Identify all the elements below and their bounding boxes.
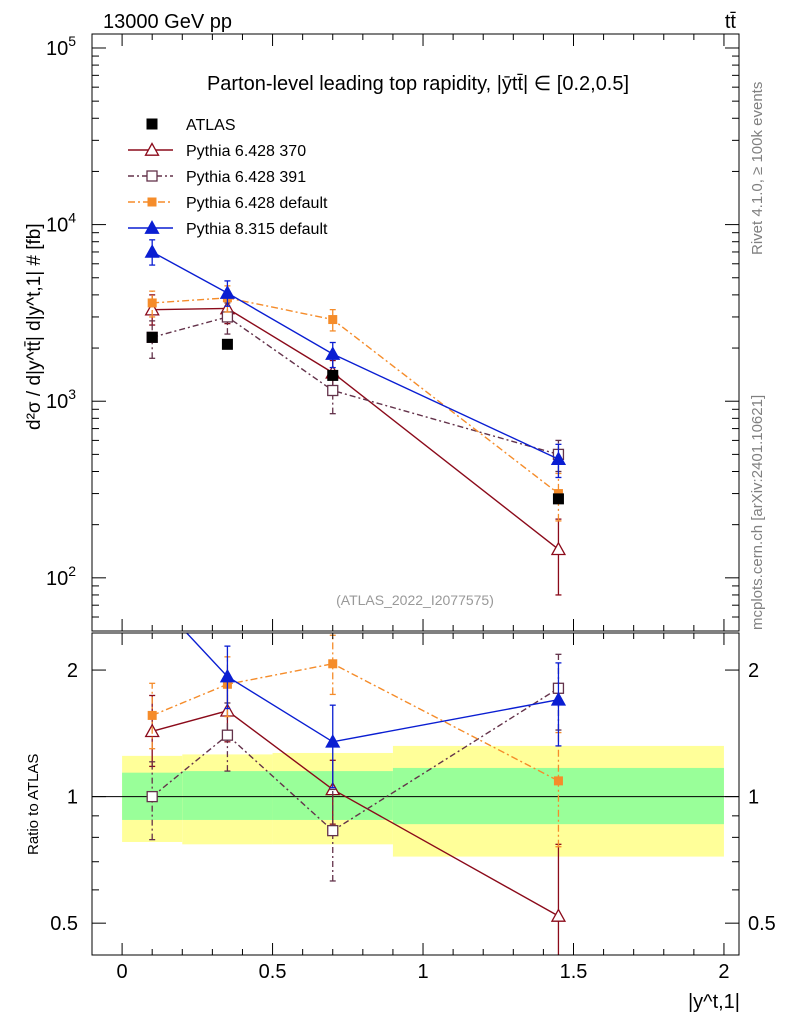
- data-point: [221, 311, 234, 323]
- data-point: [221, 729, 234, 741]
- legend-marker: [147, 197, 157, 207]
- ratio-tick-label: 2: [67, 660, 78, 682]
- main-panel: 0 0.5 1 1.5 2 102 103 104 105 0.5 0.5 1 1 2 2: [46, 33, 776, 983]
- series-line: [151, 663, 559, 782]
- data-point: [328, 659, 338, 669]
- x-tick-label: 1: [417, 961, 428, 983]
- data-point: [146, 590, 159, 602]
- atlas-data-point: [221, 338, 233, 350]
- ratio-tick-label: 0.5: [50, 913, 78, 935]
- data-point: [327, 824, 339, 837]
- x-tick-label: 2: [718, 961, 729, 983]
- data-point: [146, 790, 158, 803]
- ratio-series: [144, 590, 567, 955]
- legend-marker: [146, 170, 158, 182]
- y-tick-label: 103: [46, 386, 76, 413]
- data-point: [327, 384, 339, 397]
- legend-marker: [144, 142, 160, 156]
- legend-label: Pythia 6.428 default: [186, 195, 328, 212]
- series-line: [152, 710, 559, 917]
- data-point: [147, 710, 157, 720]
- mcplots-label: mcplots.cern.ch [arXiv:2401.10621]: [749, 395, 766, 630]
- ratio-tick-label: 0.5: [748, 913, 776, 935]
- data-point: [550, 908, 567, 922]
- ratio-tick-label: 2: [748, 660, 759, 682]
- data-point: [325, 733, 341, 748]
- data-point: [553, 776, 563, 786]
- x-axis-label: |y^t,1|: [688, 991, 740, 1013]
- legend-marker: [146, 118, 158, 130]
- data-point: [550, 541, 567, 556]
- main-series-pythia-6-428-370: [144, 294, 567, 596]
- series-line: [152, 297, 559, 495]
- data-point: [328, 315, 338, 325]
- x-tick-label: 1.5: [560, 961, 588, 983]
- y-tick-label: 102: [46, 563, 76, 590]
- atlas-data-point: [327, 369, 339, 381]
- data-point: [550, 691, 567, 706]
- legend-label: Pythia 6.428 370: [186, 143, 306, 160]
- legend-label: Pythia 6.428 391: [186, 169, 306, 186]
- analysis-label: (ATLAS_2022_I2077575): [336, 592, 494, 608]
- main-frame: [91, 33, 740, 632]
- y-axis-label: d²σ / d|y^tt̄| d|y^t,1| # [fb]: [24, 223, 45, 430]
- axes: 0 0.5 1 1.5 2 102 103 104 105 0.5 0.5 1 1 2 2: [46, 33, 776, 983]
- ratio-bands: [92, 745, 739, 857]
- ratio-frame: [91, 632, 740, 956]
- series-line: [152, 316, 559, 456]
- y-tick-label: 104: [46, 210, 76, 237]
- ratio-series-pythia-8-315-default: [146, 590, 567, 789]
- series-line: [151, 251, 559, 460]
- legend-label: Pythia 8.315 default: [186, 221, 328, 238]
- atlas-data-point: [552, 493, 564, 505]
- energy-label: 13000 GeV pp: [103, 11, 232, 33]
- data-point: [325, 346, 341, 360]
- x-tick-label: 0.5: [259, 961, 287, 983]
- process-label: tt̄: [725, 11, 737, 33]
- main-series: [144, 239, 567, 596]
- x-tick-label: 0: [117, 961, 128, 983]
- main-series-pythia-8-315-default: [144, 239, 567, 479]
- data-point: [219, 668, 236, 683]
- series-line: [151, 687, 559, 832]
- main-series-pythia-6-428-391: [146, 302, 565, 473]
- data-point: [147, 298, 157, 308]
- data-point: [550, 451, 567, 465]
- y-tick-label: 105: [46, 33, 76, 60]
- chart-title: Parton-level leading top rapidity, |ȳtt…: [207, 73, 629, 95]
- legend-marker: [144, 220, 160, 234]
- series-line: [185, 633, 559, 743]
- ratio-axis-label: Ratio to ATLAS: [25, 754, 42, 855]
- atlas-data-point: [146, 331, 158, 343]
- legend: ATLAS Pythia 6.428 370 Pythia 6.428 391 Pyt…: [128, 117, 328, 238]
- atlas-data: [146, 331, 564, 505]
- ratio-tick-label: 1: [67, 787, 78, 809]
- rivet-label: Rivet 4.1.0, ≥ 100k events: [749, 82, 766, 255]
- series-line: [152, 307, 559, 550]
- band-inner: [182, 771, 273, 820]
- data-point: [144, 244, 160, 258]
- data-point: [219, 285, 236, 299]
- legend-label: ATLAS: [186, 117, 236, 134]
- ratio-tick-label: 1: [748, 787, 759, 809]
